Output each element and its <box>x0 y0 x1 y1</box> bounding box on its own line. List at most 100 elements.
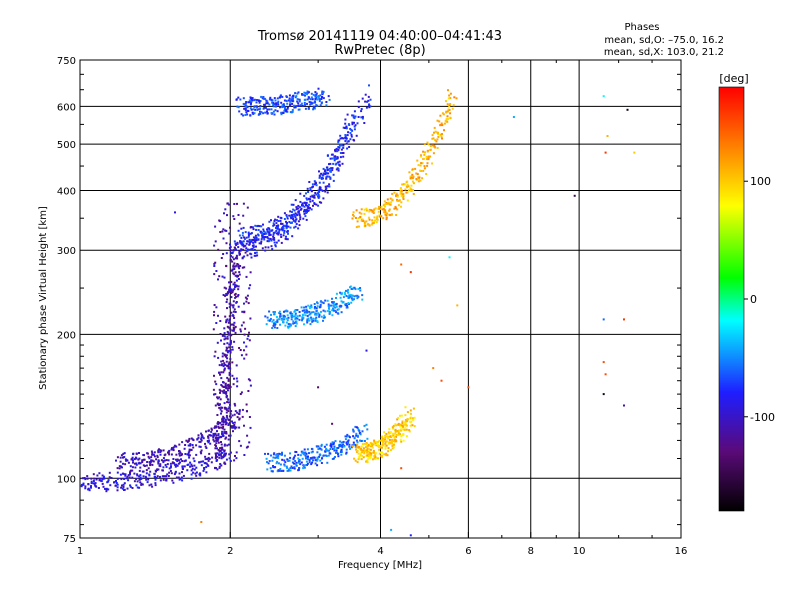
echo-point <box>223 454 226 457</box>
echo-point <box>139 476 142 479</box>
echo-point <box>380 439 383 442</box>
echo-point <box>312 93 315 96</box>
echo-point <box>427 155 430 158</box>
echo-point <box>223 369 226 372</box>
echo-point <box>134 466 137 469</box>
echo-point <box>366 454 369 457</box>
echo-point <box>423 157 426 160</box>
echo-point <box>148 461 151 464</box>
echo-point <box>351 294 354 297</box>
echo-point <box>369 445 372 448</box>
echo-point <box>220 257 223 259</box>
echo-point <box>325 172 328 175</box>
echo-point <box>223 286 226 289</box>
echo-point <box>344 293 347 296</box>
echo-point <box>220 384 223 386</box>
echo-point <box>308 459 311 462</box>
echo-point <box>365 423 368 426</box>
echo-point <box>294 309 297 312</box>
echo-point <box>447 108 450 111</box>
echo-point <box>340 441 343 444</box>
echo-point <box>138 475 141 478</box>
echo-point <box>264 249 267 252</box>
echo-point <box>231 269 234 272</box>
echo-point <box>340 311 343 314</box>
echo-point <box>293 226 296 229</box>
echo-point <box>120 478 123 481</box>
echo-point <box>283 230 286 232</box>
echo-point <box>363 212 366 215</box>
echo-point <box>224 385 227 388</box>
echo-point <box>269 317 272 320</box>
echo-point <box>345 451 348 454</box>
echo-point <box>254 254 257 257</box>
echo-point <box>243 454 246 456</box>
echo-point <box>123 452 126 455</box>
echo-point <box>453 96 456 99</box>
echo-point <box>238 413 241 415</box>
echo-point <box>277 462 280 465</box>
echo-point <box>385 452 388 455</box>
echo-point <box>269 467 272 470</box>
echo-point <box>256 225 259 228</box>
echo-point <box>314 306 316 308</box>
echo-point <box>406 183 409 186</box>
echo-point <box>379 446 382 449</box>
echo-point <box>283 315 286 318</box>
echo-point <box>120 465 122 468</box>
echo-point <box>172 449 175 452</box>
echo-point <box>290 203 293 206</box>
echo-point <box>168 449 171 452</box>
echo-point <box>237 285 240 288</box>
echo-point <box>406 418 409 421</box>
echo-point <box>273 236 276 239</box>
echo-point <box>195 453 198 456</box>
echo-point <box>351 445 354 448</box>
echo-point <box>277 102 279 105</box>
echo-point <box>623 318 625 321</box>
echo-point <box>151 453 154 456</box>
echo-point <box>315 184 318 187</box>
echo-point <box>297 204 300 207</box>
echo-point <box>198 461 201 464</box>
echo-point <box>252 113 255 115</box>
echo-point <box>174 471 177 474</box>
echo-point <box>419 164 422 167</box>
echo-point <box>233 402 236 405</box>
echo-point <box>626 108 629 111</box>
echo-point <box>246 254 249 257</box>
echo-point <box>247 233 250 235</box>
echo-point <box>224 454 227 457</box>
echo-point <box>178 452 181 455</box>
echo-point <box>234 455 236 457</box>
echo-point <box>213 314 215 317</box>
echo-point <box>225 354 228 357</box>
echo-point <box>335 147 338 150</box>
echo-point <box>116 486 119 489</box>
echo-point <box>314 319 317 322</box>
echo-point <box>320 315 323 318</box>
echo-point <box>237 288 240 291</box>
echo-point <box>274 311 276 313</box>
echo-point <box>357 225 360 228</box>
echo-point <box>296 98 299 101</box>
echo-point <box>366 459 369 462</box>
echo-point <box>374 207 377 210</box>
echo-point <box>381 455 383 458</box>
echo-point <box>322 309 325 312</box>
echo-point <box>215 270 218 272</box>
echo-point <box>338 146 341 149</box>
echo-point <box>232 283 235 286</box>
echo-point <box>218 275 221 278</box>
echo-point <box>339 451 342 453</box>
echo-point <box>400 195 403 198</box>
echo-point <box>129 484 132 487</box>
echo-point <box>320 448 323 451</box>
echo-point <box>214 456 217 459</box>
echo-point <box>439 124 442 126</box>
echo-point <box>222 294 225 296</box>
echo-point <box>131 469 134 472</box>
echo-point <box>275 454 278 457</box>
echo-point <box>318 188 321 191</box>
echo-point <box>398 423 401 426</box>
